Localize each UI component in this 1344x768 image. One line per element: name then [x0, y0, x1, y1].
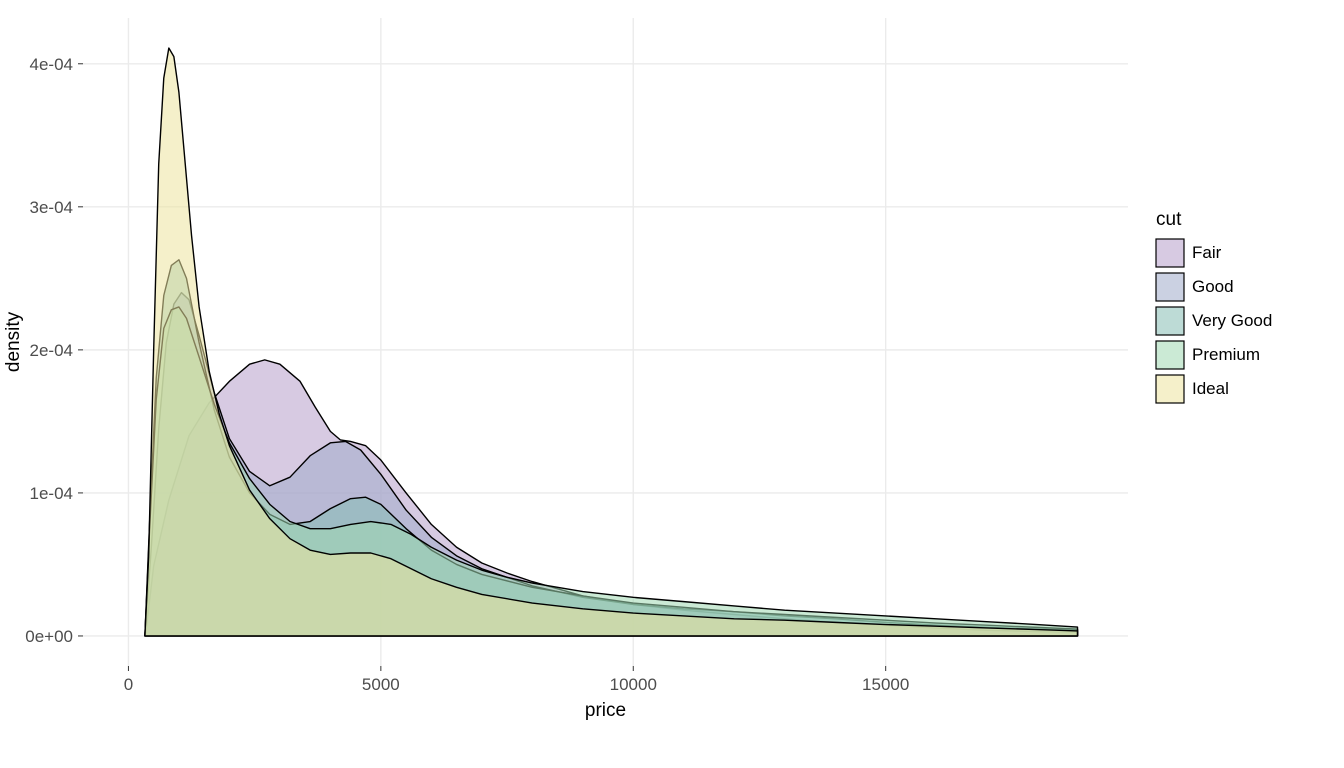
legend-label: Ideal: [1192, 379, 1229, 398]
x-tick-label: 15000: [862, 675, 909, 694]
legend-label: Fair: [1192, 243, 1222, 262]
x-tick-label: 5000: [362, 675, 400, 694]
legend-swatch: [1156, 307, 1184, 335]
chart-container: 0 5000 10000 15000 0e+00 1e-04 2e-04 3e-04 4e-04…: [0, 0, 1344, 768]
legend-swatch: [1156, 341, 1184, 369]
density-chart: 0 5000 10000 15000 0e+00 1e-04 2e-04 3e-04 4e-04…: [0, 0, 1344, 768]
x-tick-label: 0: [124, 675, 133, 694]
y-tick-label: 3e-04: [30, 198, 73, 217]
y-tick-label: 4e-04: [30, 55, 73, 74]
legend-title: cut: [1156, 209, 1182, 230]
legend-label: Good: [1192, 277, 1234, 296]
legend-swatch: [1156, 273, 1184, 301]
legend-swatch: [1156, 375, 1184, 403]
y-tick-label: 1e-04: [30, 484, 73, 503]
y-tick-label: 0e+00: [25, 627, 73, 646]
x-tick-label: 10000: [610, 675, 657, 694]
y-axis-title: density: [3, 311, 24, 372]
y-tick-label: 2e-04: [30, 341, 73, 360]
x-axis-title: price: [585, 700, 626, 721]
legend-label: Premium: [1192, 345, 1260, 364]
legend-swatch: [1156, 239, 1184, 267]
legend-label: Very Good: [1192, 311, 1272, 330]
